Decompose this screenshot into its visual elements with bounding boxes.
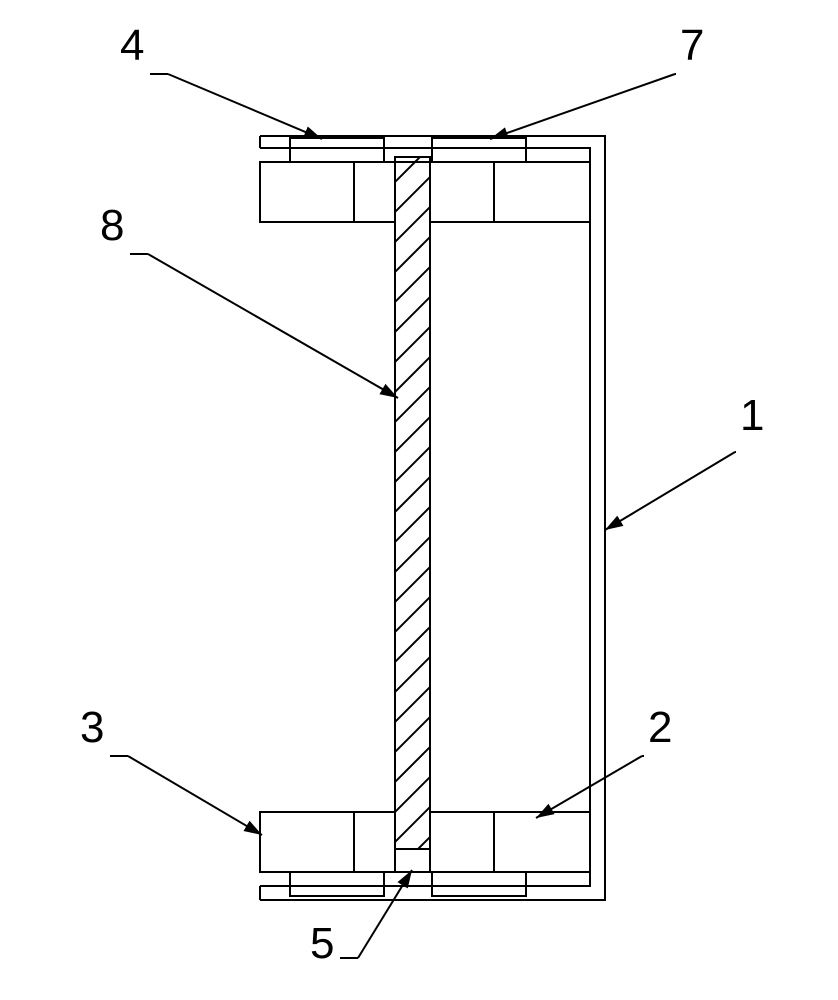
- hatched-bar-hatch: [390, 82, 435, 877]
- callout-7-label: 7: [680, 21, 704, 70]
- callout-5-label: 5: [310, 919, 334, 968]
- bottom-tab-left: [290, 872, 384, 896]
- technical-diagram: 4 7 8 1 3 2 5: [0, 0, 838, 1000]
- callout-3-leader: [128, 756, 262, 835]
- callout-8-label: 8: [100, 201, 124, 250]
- callout-8-leader: [148, 254, 398, 398]
- bracket-outer: [260, 136, 605, 900]
- callout-4-leader: [168, 74, 322, 139]
- callout-7-leader: [490, 74, 675, 139]
- callout-4-label: 4: [120, 21, 144, 70]
- hatched-bar-outline: [395, 157, 430, 849]
- bracket-inner: [260, 148, 590, 886]
- top-block-gap-cover: [396, 221, 429, 224]
- callout-1-leader: [605, 452, 735, 530]
- bottom-tab-right: [432, 872, 526, 896]
- callout-1-label: 1: [740, 391, 764, 440]
- callout-3-label: 3: [80, 703, 104, 752]
- top-tab-left: [290, 138, 384, 162]
- callout-2-label: 2: [648, 703, 672, 752]
- top-tab-right: [432, 138, 526, 162]
